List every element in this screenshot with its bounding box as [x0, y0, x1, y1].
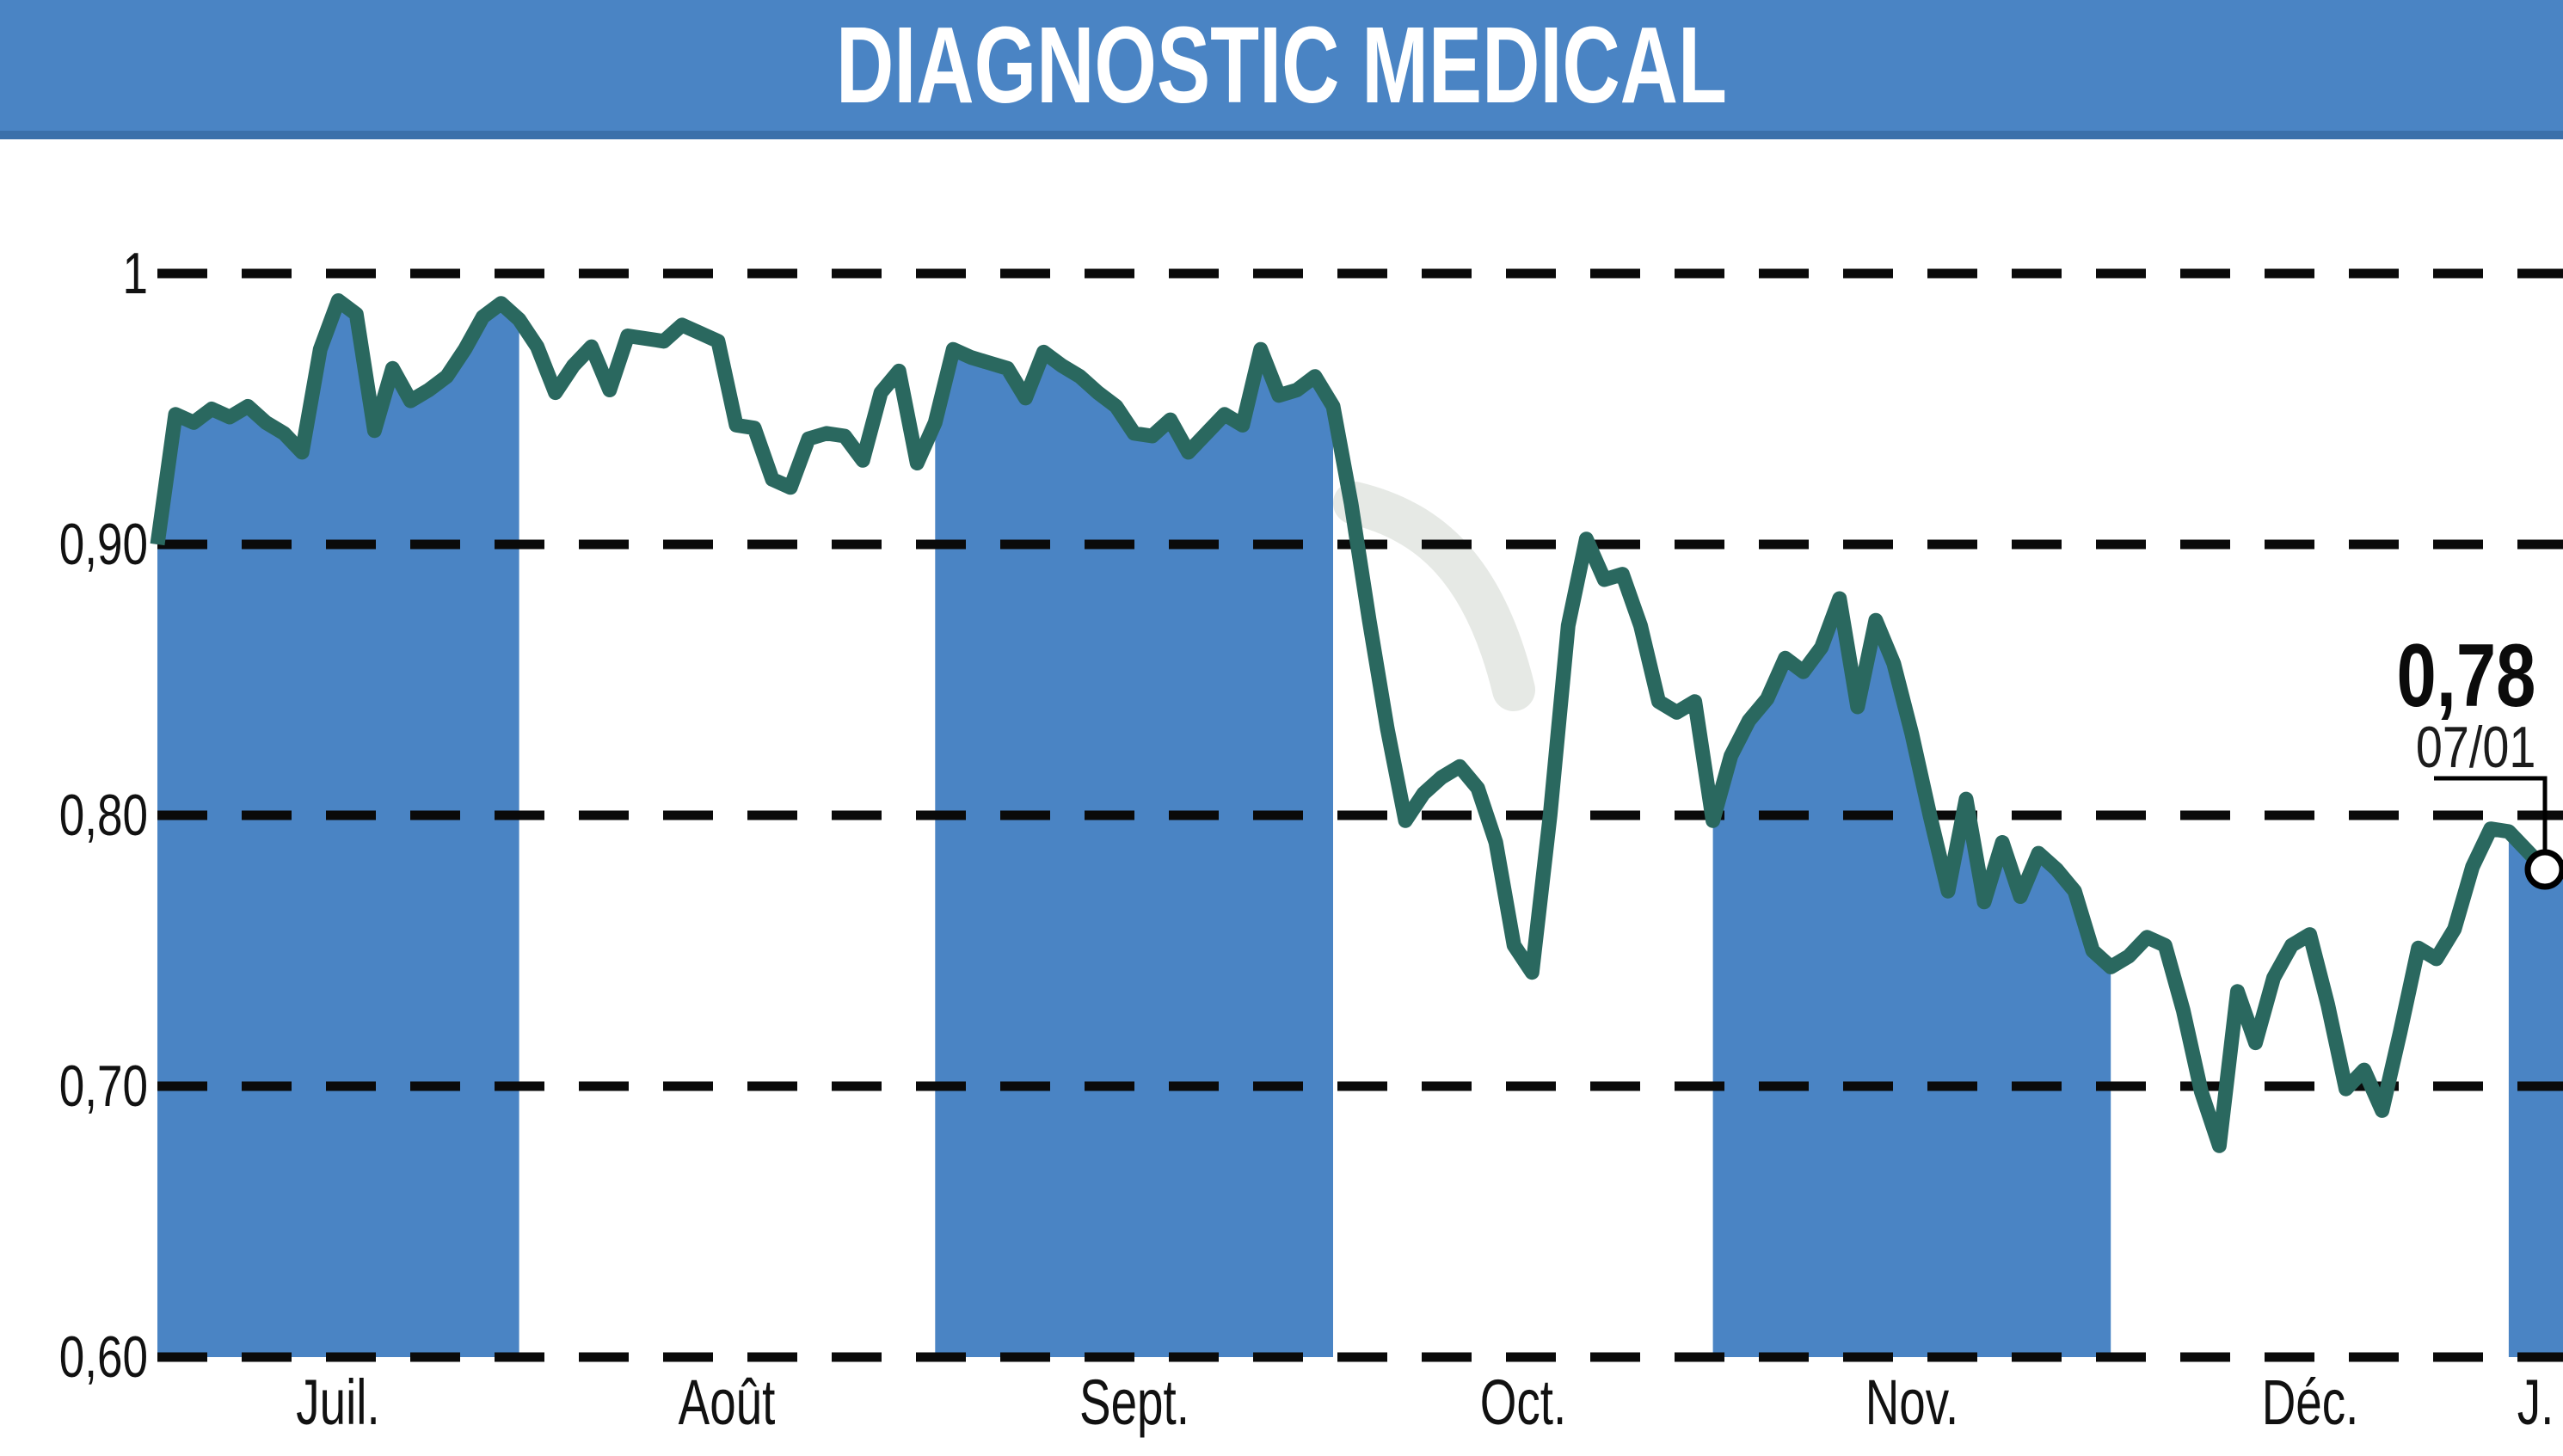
x-tick-label-aout: Août [679, 1367, 776, 1438]
x-tick-label-oct: Oct. [1479, 1367, 1566, 1438]
x-tick-label-dec: Déc. [2261, 1367, 2358, 1438]
final-point-marker [2524, 849, 2563, 890]
month-shading-band [1712, 599, 2111, 1357]
x-tick-label-sept: Sept. [1079, 1367, 1189, 1438]
y-tick-label-060: 0,60 [58, 1324, 148, 1390]
x-tick-label-nov: Nov. [1865, 1367, 1959, 1438]
y-tick-label-1: 1 [122, 241, 148, 306]
month-shading-band [157, 300, 519, 1357]
y-tick-label-090: 0,90 [58, 512, 148, 577]
swoosh-watermark-icon [1333, 482, 1535, 711]
last-price-value: 0,78 [2396, 626, 2535, 726]
price-line [150, 293, 2563, 1153]
x-tick-label-jan: J. [2517, 1367, 2554, 1438]
month-shading-band [935, 349, 1333, 1358]
page-title: DIAGNOSTIC MEDICAL [836, 4, 1727, 126]
header-banner: DIAGNOSTIC MEDICAL [0, 0, 2563, 139]
y-tick-label-070: 0,70 [58, 1054, 148, 1119]
x-tick-label-juil: Juil. [296, 1367, 380, 1438]
y-tick-label-080: 0,80 [58, 783, 148, 848]
callout-connector [2434, 776, 2548, 851]
month-shading-band [2508, 831, 2563, 1357]
last-price-callout: 0,78 07/01 [2362, 626, 2535, 780]
last-price-date: 07/01 [2415, 715, 2535, 780]
